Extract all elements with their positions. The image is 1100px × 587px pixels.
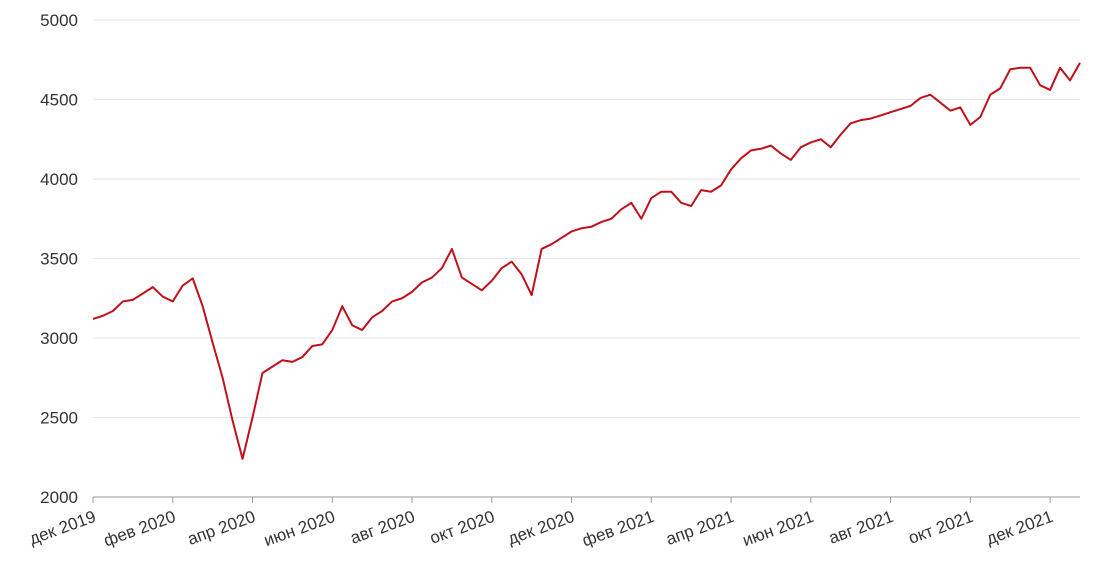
x-tick-label: апр 2020 — [185, 507, 258, 549]
x-tick-label: окт 2020 — [427, 507, 497, 548]
x-tick-label: апр 2021 — [664, 507, 737, 549]
y-tick-label: 2000 — [40, 488, 78, 507]
y-tick-label: 2500 — [40, 409, 78, 428]
x-tick-label: авг 2021 — [826, 507, 896, 548]
x-tick-label: фев 2021 — [580, 507, 657, 551]
x-tick-label: фев 2020 — [101, 507, 178, 551]
y-tick-label: 3500 — [40, 250, 78, 269]
y-tick-label: 5000 — [40, 11, 78, 30]
x-tick-label: окт 2021 — [906, 507, 976, 548]
y-tick-label: 3000 — [40, 329, 78, 348]
x-tick-label: дек 2021 — [984, 507, 1056, 549]
x-tick-label: дек 2020 — [505, 507, 577, 549]
price-line — [92, 62, 1081, 460]
x-tick-label: дек 2019 — [27, 507, 99, 549]
x-tick-label: июн 2021 — [740, 507, 816, 550]
x-tick-label: авг 2020 — [348, 507, 418, 548]
y-tick-label: 4000 — [40, 170, 78, 189]
y-tick-label: 4500 — [40, 91, 78, 110]
x-tick-label: июн 2020 — [261, 507, 337, 550]
